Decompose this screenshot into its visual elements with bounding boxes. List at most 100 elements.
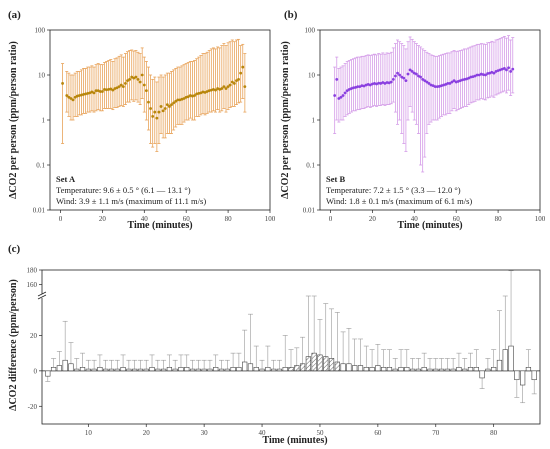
data-point bbox=[230, 80, 234, 84]
bar bbox=[520, 370, 526, 386]
data-point bbox=[168, 105, 171, 108]
data-point bbox=[151, 115, 155, 118]
bar bbox=[126, 368, 132, 372]
bar bbox=[508, 345, 514, 372]
y-tick-label: 100 bbox=[305, 27, 316, 35]
data-point bbox=[176, 98, 180, 102]
data-point bbox=[220, 87, 224, 90]
bar bbox=[50, 367, 57, 372]
data-point bbox=[490, 70, 494, 74]
bar bbox=[375, 365, 381, 372]
panel-b: 0 20 40 60 80 100 0.01 0.1 1 10 100 Time (minutes)… bbox=[280, 27, 546, 232]
data-point bbox=[419, 75, 422, 79]
x-tick-label: 20 bbox=[99, 215, 107, 223]
bar bbox=[357, 365, 364, 372]
panel-a-temperature: Temperature: 9.6 ± 0.5 ° (6.1 — 13.1 °) bbox=[56, 185, 191, 195]
panel-a-xlabel: Time (minutes) bbox=[127, 220, 192, 231]
data-point bbox=[92, 91, 96, 95]
bar bbox=[242, 361, 248, 372]
data-point bbox=[358, 85, 362, 89]
x-tick-label: 0 bbox=[59, 215, 63, 223]
bar bbox=[276, 368, 283, 372]
bar bbox=[398, 367, 404, 372]
data-point bbox=[109, 87, 113, 91]
panel-c: 10 20 30 40 50 60 70 80 -20 0 20 160 180 Time (minut… bbox=[8, 267, 541, 446]
bar bbox=[282, 367, 288, 372]
data-point bbox=[128, 77, 132, 81]
bar bbox=[103, 368, 109, 372]
panel-b-ylabel: ΔCO2 per person (ppm/person ratio) bbox=[280, 41, 291, 199]
y-tick-label: 160 bbox=[27, 281, 38, 289]
data-point bbox=[408, 68, 412, 72]
data-point bbox=[368, 83, 372, 87]
bar bbox=[172, 368, 178, 372]
data-point bbox=[492, 71, 496, 75]
data-point bbox=[509, 70, 513, 73]
data-point bbox=[195, 92, 199, 96]
bar bbox=[392, 368, 398, 372]
bar bbox=[438, 368, 445, 372]
data-point bbox=[155, 116, 159, 120]
x-tick-label: 20 bbox=[369, 215, 377, 223]
data-point bbox=[94, 89, 98, 93]
data-point bbox=[212, 87, 215, 91]
data-point bbox=[235, 79, 238, 83]
bar bbox=[334, 361, 340, 372]
y-tick-label: 10 bbox=[38, 72, 46, 80]
bar bbox=[450, 368, 456, 372]
data-point bbox=[65, 94, 69, 97]
bar bbox=[363, 367, 369, 372]
data-point bbox=[341, 94, 345, 97]
bar bbox=[74, 368, 80, 372]
data-point bbox=[69, 97, 73, 100]
bar bbox=[473, 367, 479, 372]
data-point bbox=[111, 88, 115, 92]
bar bbox=[271, 368, 277, 372]
bar bbox=[120, 367, 126, 372]
data-point bbox=[337, 97, 341, 100]
data-point bbox=[448, 82, 452, 85]
panel-b-wind: Wind: 1.8 ± 0.1 m/s (maximum of 6.1 m/s) bbox=[326, 196, 472, 206]
bar bbox=[143, 368, 149, 372]
bar bbox=[369, 367, 375, 372]
panel-c-xlabel: Time (minutes) bbox=[262, 435, 327, 446]
axis-break-gap bbox=[39, 294, 46, 298]
data-point bbox=[394, 74, 397, 78]
data-point bbox=[335, 77, 339, 81]
bar bbox=[352, 365, 358, 372]
data-point bbox=[159, 105, 163, 108]
data-point bbox=[461, 78, 464, 82]
data-point bbox=[362, 84, 366, 88]
data-point bbox=[157, 110, 161, 114]
bar bbox=[236, 367, 242, 372]
data-point bbox=[228, 83, 232, 87]
bar bbox=[462, 368, 468, 372]
bar bbox=[85, 368, 91, 372]
bar bbox=[346, 363, 352, 372]
bar bbox=[502, 349, 508, 372]
bar bbox=[491, 367, 497, 372]
data-point bbox=[402, 76, 406, 80]
data-point bbox=[147, 100, 150, 104]
panel-b-temperature: Temperature: 7.2 ± 1.5 ° (3.3 — 12.0 °) bbox=[326, 185, 461, 195]
bar bbox=[230, 367, 236, 372]
bar bbox=[79, 367, 86, 372]
panel-c-frame bbox=[37, 269, 541, 425]
bar bbox=[207, 368, 213, 372]
data-point bbox=[115, 86, 119, 90]
panel-a-points bbox=[61, 65, 247, 120]
data-point bbox=[339, 95, 343, 99]
bar bbox=[386, 367, 393, 372]
data-point bbox=[375, 82, 378, 86]
data-point bbox=[505, 68, 508, 72]
data-point bbox=[193, 94, 196, 97]
data-point bbox=[186, 95, 190, 99]
x-tick-label: 20 bbox=[143, 429, 151, 437]
y-tick-label: 10 bbox=[308, 72, 316, 80]
data-point bbox=[400, 75, 404, 79]
data-point bbox=[134, 75, 138, 79]
panel-a-ylabel: ΔCO2 per person (ppm/person ratio) bbox=[8, 41, 19, 199]
bar bbox=[409, 368, 416, 372]
data-point bbox=[161, 109, 165, 113]
y-tick-label: 20 bbox=[30, 332, 38, 340]
